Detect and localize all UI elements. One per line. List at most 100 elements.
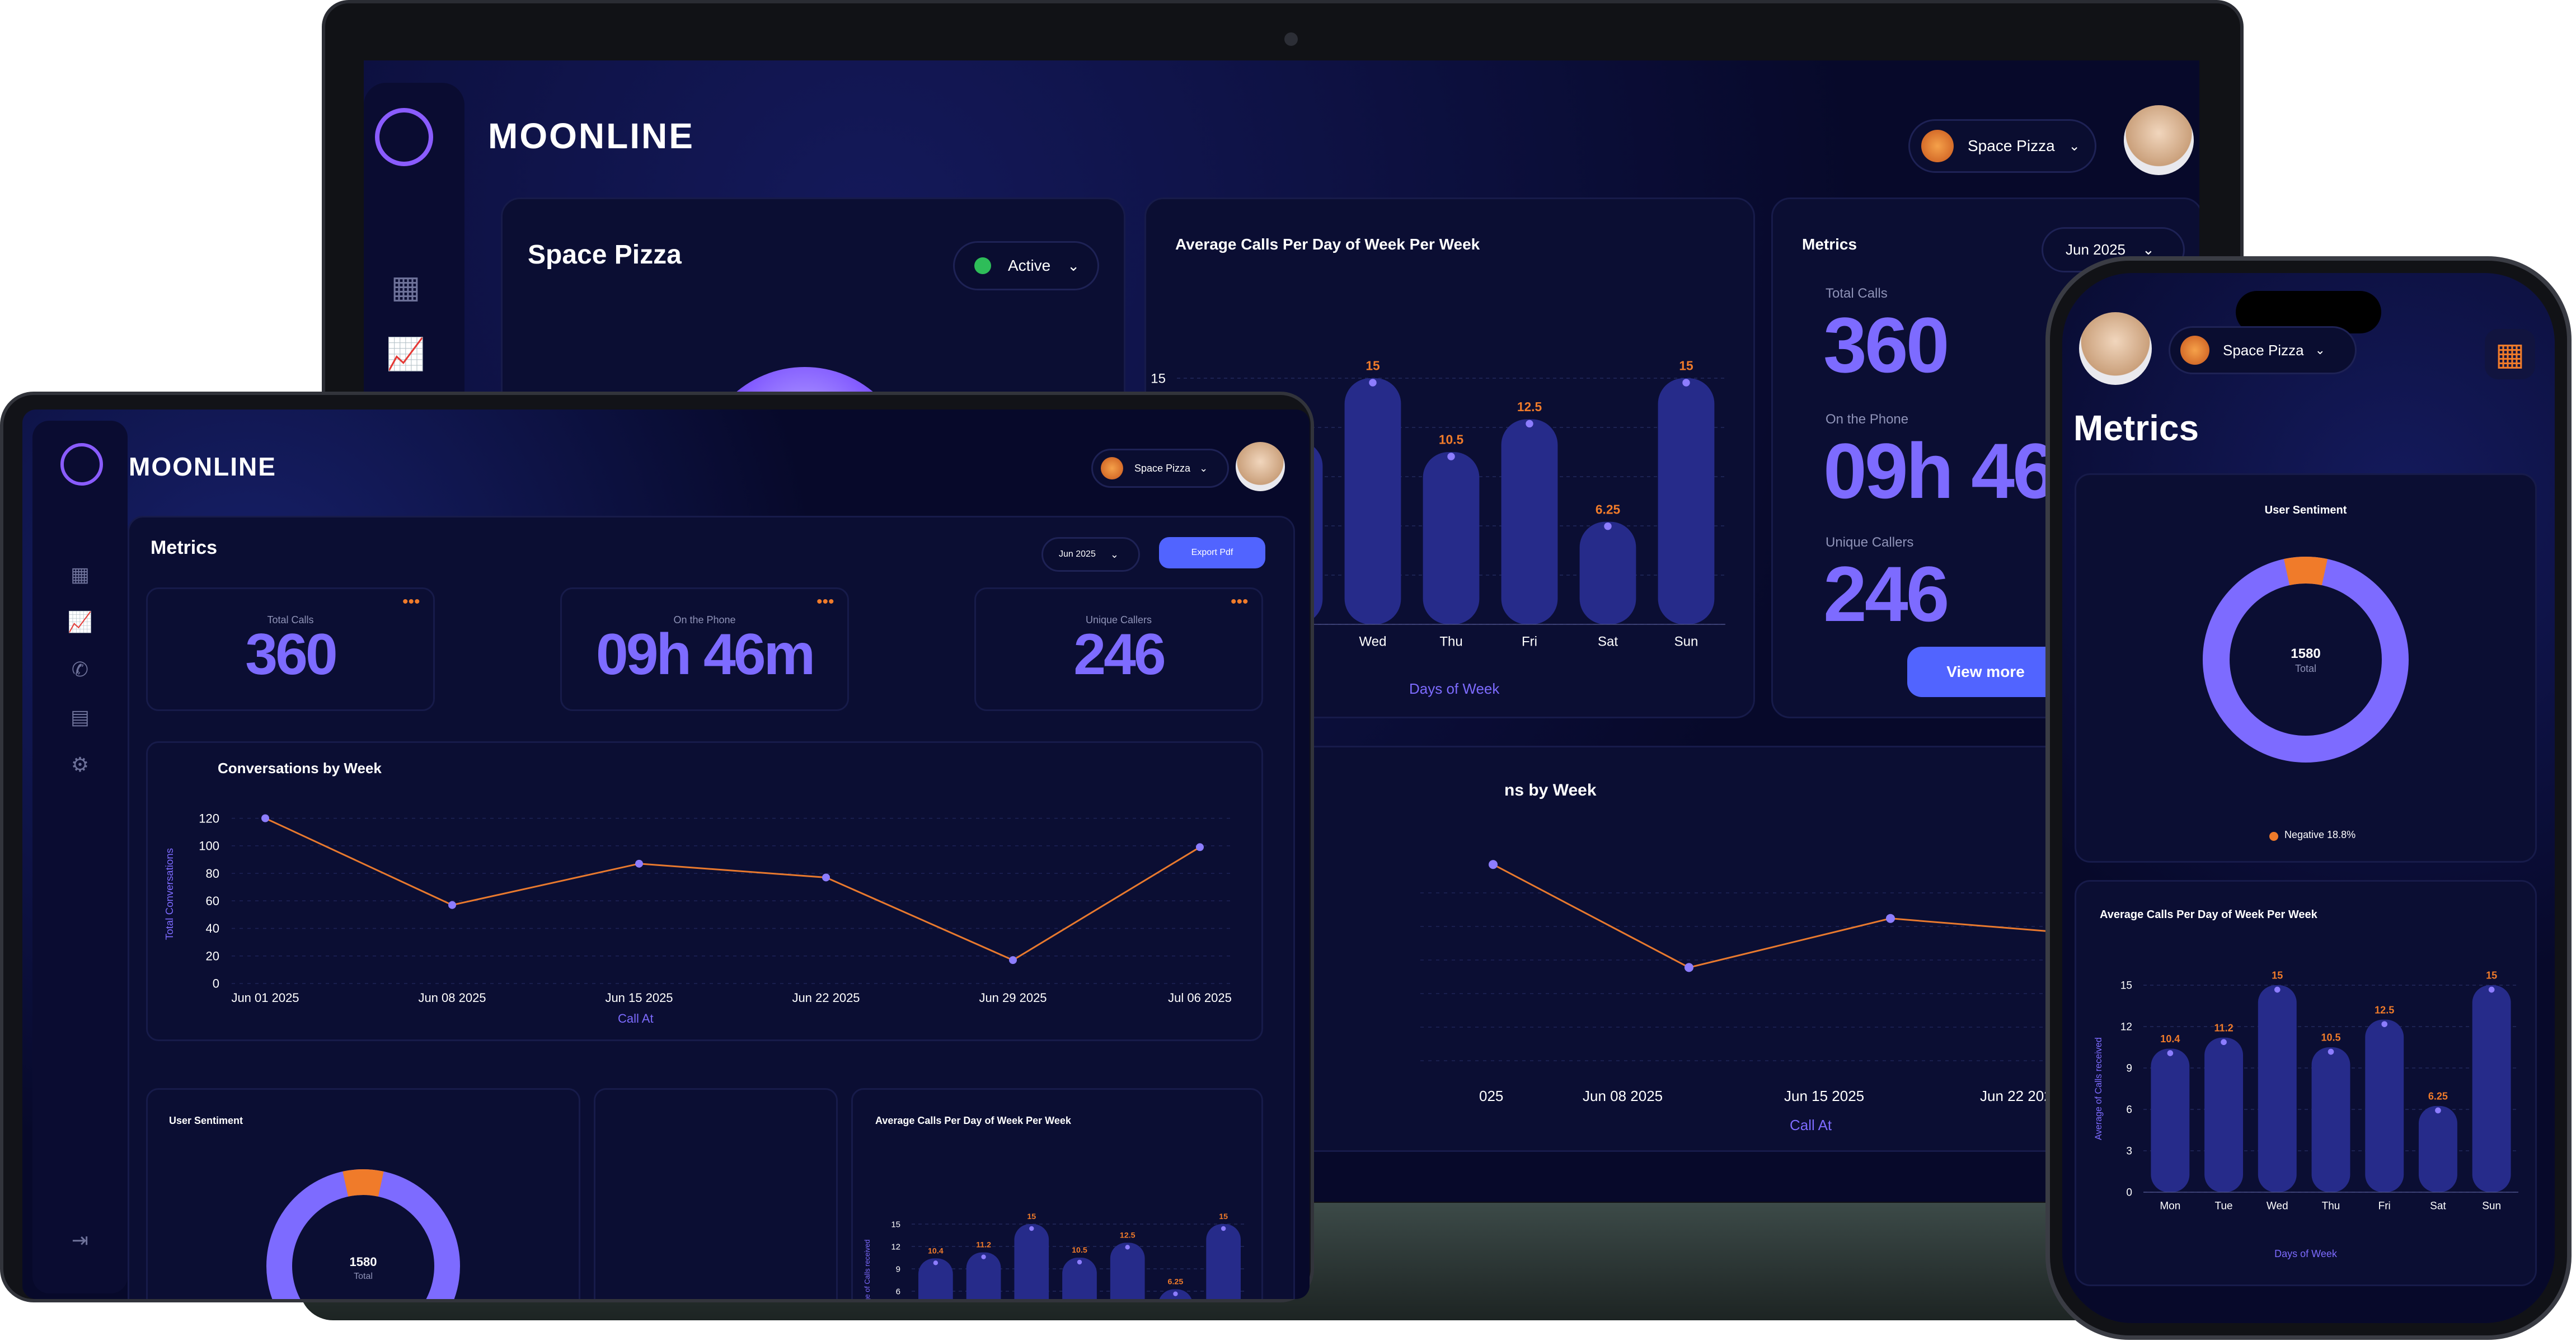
bar-category-label: Mon bbox=[2160, 1200, 2180, 1212]
kpi-menu-icon[interactable]: ••• bbox=[1231, 592, 1249, 611]
tablet-empty-card bbox=[594, 1088, 838, 1299]
line-ytick-label: 60 bbox=[206, 894, 219, 908]
kpi-value: 360 bbox=[245, 622, 338, 687]
user-avatar[interactable] bbox=[2124, 105, 2194, 175]
line-point bbox=[1196, 843, 1204, 851]
total-calls-value: 360 bbox=[1823, 301, 1950, 389]
business-switcher-label: Space Pizza bbox=[1134, 462, 1191, 474]
bar-mark bbox=[2365, 1019, 2404, 1192]
business-switcher-label: Space Pizza bbox=[1968, 137, 2055, 154]
phone-screen: Space Pizza ⌄ ▦ Metrics User Sentiment 1… bbox=[2062, 273, 2555, 1323]
bar-category-label: Wed bbox=[2267, 1200, 2288, 1212]
bar-mark bbox=[1501, 419, 1558, 624]
analytics-icon[interactable]: 📈 bbox=[67, 610, 93, 633]
business-switcher[interactable]: Space Pizza ⌄ bbox=[1908, 119, 2096, 173]
line-point bbox=[822, 873, 830, 882]
line-point bbox=[635, 859, 643, 868]
unique-callers-value: 246 bbox=[1823, 550, 1950, 638]
bar-ytick-label: 15 bbox=[1151, 371, 1166, 386]
kpi-menu-icon[interactable]: ••• bbox=[817, 592, 834, 611]
phone-donut-total-label: Total bbox=[2295, 663, 2317, 674]
line-point bbox=[1886, 914, 1895, 923]
legend-dot-icon bbox=[2269, 832, 2278, 841]
phone-icon[interactable]: ✆ bbox=[71, 658, 89, 681]
bar-chart-xlabel: Days of Week bbox=[1409, 680, 1500, 697]
grid-icon[interactable]: ▦ bbox=[391, 269, 421, 304]
kpi-label: Total Calls bbox=[267, 614, 314, 625]
bar-value-label: 15 bbox=[1366, 359, 1380, 373]
user-avatar[interactable] bbox=[1236, 442, 1285, 491]
kpi-card-on-phone: ••• On the Phone 09h 46m bbox=[560, 587, 849, 711]
tablet-line-title: Conversations by Week bbox=[218, 760, 382, 777]
line-point bbox=[261, 814, 269, 822]
chevron-down-icon: ⌄ bbox=[2068, 138, 2080, 154]
bar-value-label: 12.5 bbox=[1120, 1231, 1135, 1240]
phone-bar-title: Average Calls Per Day of Week Per Week bbox=[2100, 909, 2317, 921]
tablet-line-chart: 0 20 40 60 80 100 120 Jun 01 2025 Jun 08 2025 Jun… bbox=[163, 811, 1233, 1005]
bar-value-label: 15 bbox=[2272, 970, 2283, 981]
bar-value-label: 10.5 bbox=[1072, 1246, 1087, 1255]
bar-ytick-label: 9 bbox=[2126, 1063, 2132, 1075]
donut-negative-slice bbox=[2203, 557, 2409, 763]
kpi-menu-icon[interactable]: ••• bbox=[402, 592, 420, 611]
phone-bar-chart: 0 3 6 9 12 15 10.4 Mon 11.2 Tue 15 Wed 10.5 Thu 12.5 Fr… bbox=[2094, 970, 2518, 1212]
logout-icon[interactable]: ⇥ bbox=[71, 1229, 89, 1251]
line-xlabel: Call At bbox=[1790, 1117, 1832, 1133]
unique-callers-label: Unique Callers bbox=[1826, 535, 1914, 550]
kpi-value: 246 bbox=[1073, 622, 1166, 687]
phone-legend-text: Negative 18.8% bbox=[2284, 829, 2356, 840]
logo-ring-icon bbox=[375, 108, 433, 166]
kpi-label: Unique Callers bbox=[1085, 614, 1152, 625]
bar-value-label: 10.5 bbox=[1439, 432, 1464, 447]
pizza-avatar-icon bbox=[2180, 336, 2209, 365]
bar-ytick-label: 12 bbox=[2120, 1022, 2132, 1033]
tablet-donut-total: 1580 bbox=[349, 1255, 377, 1269]
line-ytick-label: 80 bbox=[206, 867, 219, 881]
line-series bbox=[265, 817, 1200, 961]
bar-mark bbox=[2472, 985, 2511, 1192]
menu-grid-icon[interactable]: ▦ bbox=[2485, 329, 2535, 379]
bar-value-label: 6.25 bbox=[1596, 502, 1621, 516]
bar-value-label: 15 bbox=[1027, 1212, 1036, 1221]
bar-value-label: 15 bbox=[1679, 359, 1693, 373]
export-pdf-button[interactable]: Export Pdf bbox=[1159, 537, 1265, 568]
status-select[interactable]: Active ⌄ bbox=[953, 241, 1099, 290]
bar-category-label: Sun bbox=[2482, 1200, 2501, 1212]
tablet-sentiment-title: User Sentiment bbox=[169, 1115, 243, 1126]
bar-point bbox=[1077, 1259, 1082, 1265]
view-more-button[interactable]: View more bbox=[1907, 647, 2064, 697]
laptop-brand: MOONLINE bbox=[488, 116, 695, 156]
bar-point bbox=[1682, 379, 1690, 387]
analytics-icon[interactable]: 📈 bbox=[386, 336, 425, 371]
line-ytick-label: 120 bbox=[199, 811, 219, 825]
tablet-bar-card: Average Calls Per Day of Week Per Week 0… bbox=[851, 1088, 1263, 1299]
date-select-value: Jun 2025 bbox=[2066, 241, 2125, 258]
bar-mark bbox=[1206, 1224, 1241, 1299]
bar-point bbox=[1029, 1226, 1034, 1231]
line-xtick-label: Jun 08 2025 bbox=[418, 991, 486, 1005]
bar-ytick-label: 9 bbox=[896, 1264, 900, 1274]
business-switcher[interactable]: Space Pizza ⌄ bbox=[1091, 449, 1229, 488]
bar-ytick-label: 12 bbox=[891, 1242, 900, 1251]
business-switcher[interactable]: Space Pizza ⌄ bbox=[2169, 326, 2357, 374]
user-avatar[interactable] bbox=[2079, 312, 2152, 385]
tablet-date-select[interactable]: Jun 2025 ⌄ bbox=[1041, 537, 1140, 572]
bar-mark bbox=[2151, 1048, 2190, 1192]
business-switcher-label: Space Pizza bbox=[2223, 341, 2304, 359]
bar-value-label: 12.5 bbox=[2375, 1004, 2394, 1015]
metrics-title: Metrics bbox=[1802, 236, 1857, 253]
bar-mark bbox=[1579, 521, 1636, 624]
grid-icon[interactable]: ▦ bbox=[70, 563, 90, 586]
document-icon[interactable]: ▤ bbox=[70, 705, 90, 728]
date-select[interactable]: Jun 2025 ⌄ bbox=[2042, 227, 2185, 272]
settings-icon[interactable]: ⚙ bbox=[71, 753, 90, 776]
bar-mark bbox=[1344, 378, 1401, 624]
bar-point bbox=[2167, 1050, 2174, 1056]
tablet-line-xlabel: Call At bbox=[618, 1011, 654, 1025]
line-point bbox=[1489, 860, 1498, 869]
kpi-card-unique-callers: ••• Unique Callers 246 bbox=[974, 587, 1263, 711]
date-select-value: Jun 2025 bbox=[1059, 549, 1096, 559]
bar-mark bbox=[1110, 1243, 1145, 1299]
line-ytick-label: 20 bbox=[206, 949, 219, 963]
bar-point bbox=[1173, 1291, 1178, 1296]
